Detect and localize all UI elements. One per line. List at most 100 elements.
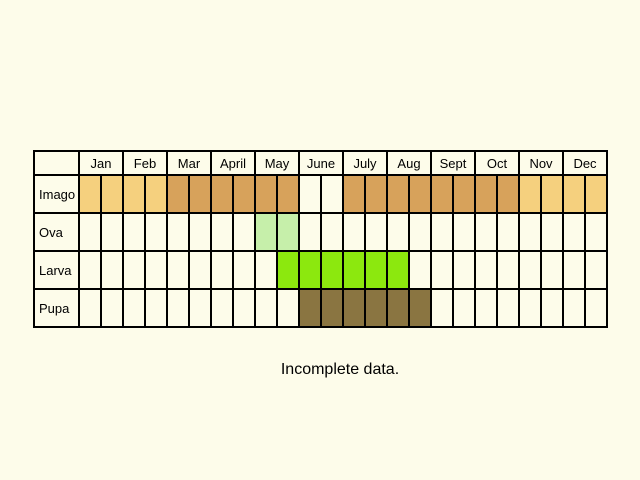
month-header-feb: Feb bbox=[122, 150, 168, 176]
period-cell bbox=[562, 288, 586, 328]
period-cell bbox=[430, 250, 454, 290]
period-cell bbox=[562, 250, 586, 290]
active-period-cell bbox=[232, 174, 256, 214]
period-cell bbox=[122, 212, 146, 252]
period-cell bbox=[276, 288, 300, 328]
stage-label: Pupa bbox=[33, 288, 80, 328]
active-period-cell bbox=[210, 174, 234, 214]
active-period-cell bbox=[254, 174, 278, 214]
month-header-oct: Oct bbox=[474, 150, 520, 176]
period-cell bbox=[584, 212, 608, 252]
period-cell bbox=[474, 288, 498, 328]
period-cell bbox=[320, 212, 344, 252]
period-cell bbox=[474, 212, 498, 252]
period-cell bbox=[430, 288, 454, 328]
active-period-cell bbox=[364, 250, 388, 290]
month-header-mar: Mar bbox=[166, 150, 212, 176]
active-period-cell bbox=[188, 174, 212, 214]
period-cell bbox=[452, 288, 476, 328]
period-cell bbox=[518, 250, 542, 290]
active-period-cell bbox=[474, 174, 498, 214]
stage-label: Larva bbox=[33, 250, 80, 290]
period-cell bbox=[386, 212, 410, 252]
active-period-cell bbox=[540, 174, 564, 214]
active-period-cell bbox=[342, 174, 366, 214]
period-cell bbox=[122, 288, 146, 328]
period-cell bbox=[584, 250, 608, 290]
period-cell bbox=[232, 250, 256, 290]
month-header-april: April bbox=[210, 150, 256, 176]
period-cell bbox=[320, 174, 344, 214]
active-period-cell bbox=[144, 174, 168, 214]
period-cell bbox=[298, 174, 322, 214]
period-cell bbox=[144, 250, 168, 290]
stage-row-imago: Imago bbox=[33, 174, 608, 214]
active-period-cell bbox=[276, 250, 300, 290]
active-period-cell bbox=[430, 174, 454, 214]
active-period-cell bbox=[364, 174, 388, 214]
corner-cell bbox=[33, 150, 80, 176]
month-header-sept: Sept bbox=[430, 150, 476, 176]
month-header-aug: Aug bbox=[386, 150, 432, 176]
month-header-june: June bbox=[298, 150, 344, 176]
period-cell bbox=[342, 212, 366, 252]
month-header-july: July bbox=[342, 150, 388, 176]
period-cell bbox=[166, 212, 190, 252]
active-period-cell bbox=[496, 174, 520, 214]
active-period-cell bbox=[254, 212, 278, 252]
period-cell bbox=[188, 288, 212, 328]
period-cell bbox=[408, 250, 432, 290]
period-cell bbox=[496, 212, 520, 252]
active-period-cell bbox=[166, 174, 190, 214]
period-cell bbox=[210, 250, 234, 290]
stage-row-pupa: Pupa bbox=[33, 288, 608, 328]
active-period-cell bbox=[320, 288, 344, 328]
period-cell bbox=[166, 288, 190, 328]
period-cell bbox=[540, 288, 564, 328]
period-cell bbox=[254, 288, 278, 328]
period-cell bbox=[144, 212, 168, 252]
active-period-cell bbox=[276, 174, 300, 214]
period-cell bbox=[364, 212, 388, 252]
active-period-cell bbox=[342, 250, 366, 290]
active-period-cell bbox=[122, 174, 146, 214]
period-cell bbox=[408, 212, 432, 252]
period-cell bbox=[496, 288, 520, 328]
period-cell bbox=[518, 288, 542, 328]
period-cell bbox=[430, 212, 454, 252]
month-header-row: Jan Feb Mar April May June July Aug Sept Oct Nov De… bbox=[33, 150, 608, 176]
period-cell bbox=[452, 212, 476, 252]
active-period-cell bbox=[408, 174, 432, 214]
period-cell bbox=[496, 250, 520, 290]
caption: Incomplete data. bbox=[280, 361, 400, 378]
period-cell bbox=[232, 288, 256, 328]
active-period-cell bbox=[386, 288, 410, 328]
active-period-cell bbox=[452, 174, 476, 214]
phenology-chart: Jan Feb Mar April May June July Aug Sept Oct Nov De… bbox=[33, 150, 608, 328]
period-cell bbox=[188, 250, 212, 290]
month-header-jan: Jan bbox=[78, 150, 124, 176]
chart-body: Jan Feb Mar April May June July Aug Sept Oct Nov De… bbox=[33, 150, 608, 328]
period-cell bbox=[122, 250, 146, 290]
period-cell bbox=[188, 212, 212, 252]
active-period-cell bbox=[320, 250, 344, 290]
active-period-cell bbox=[518, 174, 542, 214]
month-header-dec: Dec bbox=[562, 150, 608, 176]
period-cell bbox=[210, 212, 234, 252]
period-cell bbox=[474, 250, 498, 290]
stage-row-ova: Ova bbox=[33, 212, 608, 252]
stage-row-larva: Larva bbox=[33, 250, 608, 290]
period-cell bbox=[100, 212, 124, 252]
period-cell bbox=[166, 250, 190, 290]
month-header-nov: Nov bbox=[518, 150, 564, 176]
period-cell bbox=[452, 250, 476, 290]
period-cell bbox=[210, 288, 234, 328]
active-period-cell bbox=[298, 288, 322, 328]
active-period-cell bbox=[342, 288, 366, 328]
active-period-cell bbox=[276, 212, 300, 252]
period-cell bbox=[78, 212, 102, 252]
active-period-cell bbox=[584, 174, 608, 214]
stage-label: Imago bbox=[33, 174, 80, 214]
period-cell bbox=[562, 212, 586, 252]
active-period-cell bbox=[386, 250, 410, 290]
